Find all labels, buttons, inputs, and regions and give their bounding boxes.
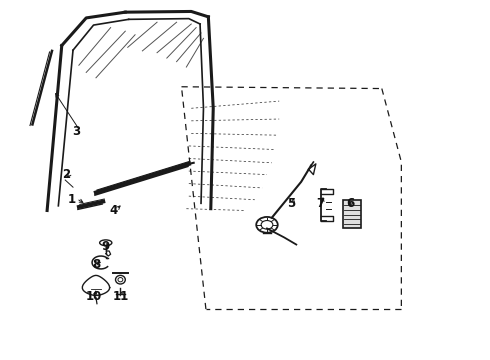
Text: 6: 6	[346, 197, 354, 210]
Text: 7: 7	[317, 197, 325, 210]
Text: 8: 8	[92, 258, 100, 271]
Text: 10: 10	[85, 290, 101, 303]
Text: 3: 3	[73, 125, 80, 138]
Text: 4: 4	[109, 204, 117, 217]
FancyBboxPatch shape	[343, 201, 361, 228]
Text: 1: 1	[68, 193, 75, 206]
Text: 5: 5	[287, 197, 295, 210]
Text: 9: 9	[101, 240, 110, 253]
Text: 2: 2	[63, 168, 71, 181]
Text: 11: 11	[112, 290, 128, 303]
